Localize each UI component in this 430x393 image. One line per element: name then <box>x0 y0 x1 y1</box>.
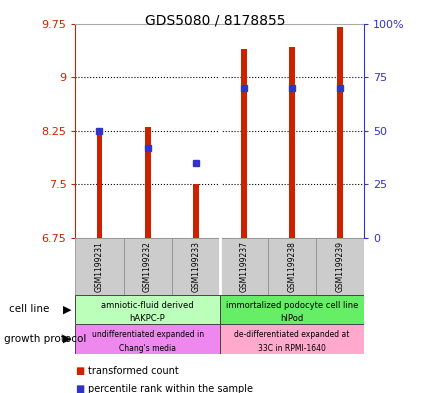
Bar <box>289 47 294 238</box>
Text: hAKPC-P: hAKPC-P <box>129 314 165 323</box>
Bar <box>336 27 342 238</box>
Text: ▶: ▶ <box>62 334 71 344</box>
Text: cell line: cell line <box>9 305 49 314</box>
FancyBboxPatch shape <box>315 238 363 295</box>
Text: GSM1199238: GSM1199238 <box>287 241 296 292</box>
Text: transformed count: transformed count <box>88 366 179 376</box>
FancyBboxPatch shape <box>75 238 123 295</box>
FancyBboxPatch shape <box>219 238 267 295</box>
Text: amniotic-fluid derived: amniotic-fluid derived <box>101 301 194 310</box>
Text: GSM1199239: GSM1199239 <box>335 241 344 292</box>
FancyBboxPatch shape <box>123 238 171 295</box>
FancyBboxPatch shape <box>75 324 219 354</box>
FancyBboxPatch shape <box>219 324 363 354</box>
Text: 33C in RPMI-1640: 33C in RPMI-1640 <box>258 344 325 353</box>
Text: Chang's media: Chang's media <box>119 344 176 353</box>
Text: GSM1199231: GSM1199231 <box>95 241 104 292</box>
Text: immortalized podocyte cell line: immortalized podocyte cell line <box>225 301 357 310</box>
Text: hIPod: hIPod <box>280 314 303 323</box>
Text: ▶: ▶ <box>62 305 71 314</box>
Text: ■: ■ <box>75 366 84 376</box>
Text: growth protocol: growth protocol <box>4 334 86 344</box>
Text: GSM1199233: GSM1199233 <box>191 241 200 292</box>
FancyBboxPatch shape <box>219 295 363 324</box>
Text: GDS5080 / 8178855: GDS5080 / 8178855 <box>145 14 285 28</box>
Bar <box>96 130 102 238</box>
Text: percentile rank within the sample: percentile rank within the sample <box>88 384 253 393</box>
Text: ■: ■ <box>75 384 84 393</box>
FancyBboxPatch shape <box>267 238 315 295</box>
Text: de-differentiated expanded at: de-differentiated expanded at <box>234 330 349 339</box>
FancyBboxPatch shape <box>171 238 219 295</box>
Bar <box>192 184 198 238</box>
Text: undifferentiated expanded in: undifferentiated expanded in <box>91 330 203 339</box>
Bar <box>144 127 150 238</box>
Text: GSM1199232: GSM1199232 <box>143 241 152 292</box>
FancyBboxPatch shape <box>75 295 219 324</box>
Bar <box>240 49 246 238</box>
Text: GSM1199237: GSM1199237 <box>239 241 248 292</box>
